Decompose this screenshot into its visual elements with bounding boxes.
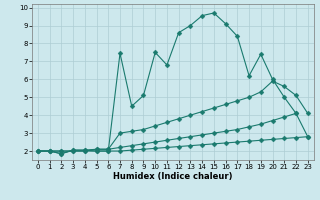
X-axis label: Humidex (Indice chaleur): Humidex (Indice chaleur) [113,172,233,181]
